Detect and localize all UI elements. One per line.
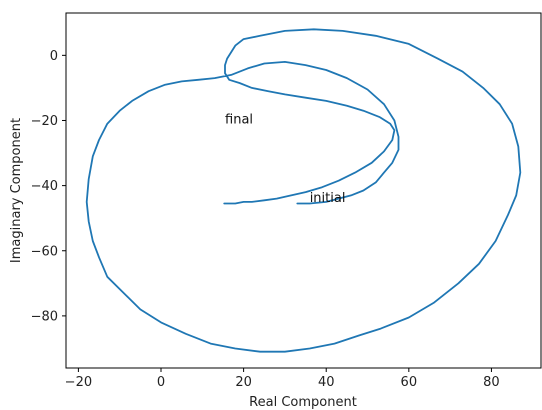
x-tick-label: 0	[157, 375, 165, 390]
annotation-final: final	[225, 113, 253, 128]
x-tick-label: 20	[235, 375, 252, 390]
y-tick-label: −20	[31, 114, 58, 129]
annotations: initial final	[225, 113, 345, 206]
x-tick-label: 60	[401, 375, 418, 390]
x-axis-label: Real Component	[249, 395, 357, 410]
plot-background	[66, 13, 541, 368]
annotation-initial: initial	[310, 191, 346, 206]
x-tick-label: 80	[483, 375, 500, 390]
plot-frame	[65, 12, 542, 369]
axis-ticks: −20 0 20 40 60 80 0 −20 −40 −60 −80	[31, 49, 500, 390]
x-tick-label: −20	[65, 375, 92, 390]
y-tick-label: −60	[31, 244, 58, 259]
y-axis-label: Imaginary Component	[9, 118, 24, 263]
series-line	[85, 28, 522, 353]
y-tick-label: −80	[31, 309, 58, 324]
x-tick-label: 40	[318, 375, 335, 390]
y-tick-label: 0	[50, 49, 58, 64]
y-tick-label: −40	[31, 179, 58, 194]
